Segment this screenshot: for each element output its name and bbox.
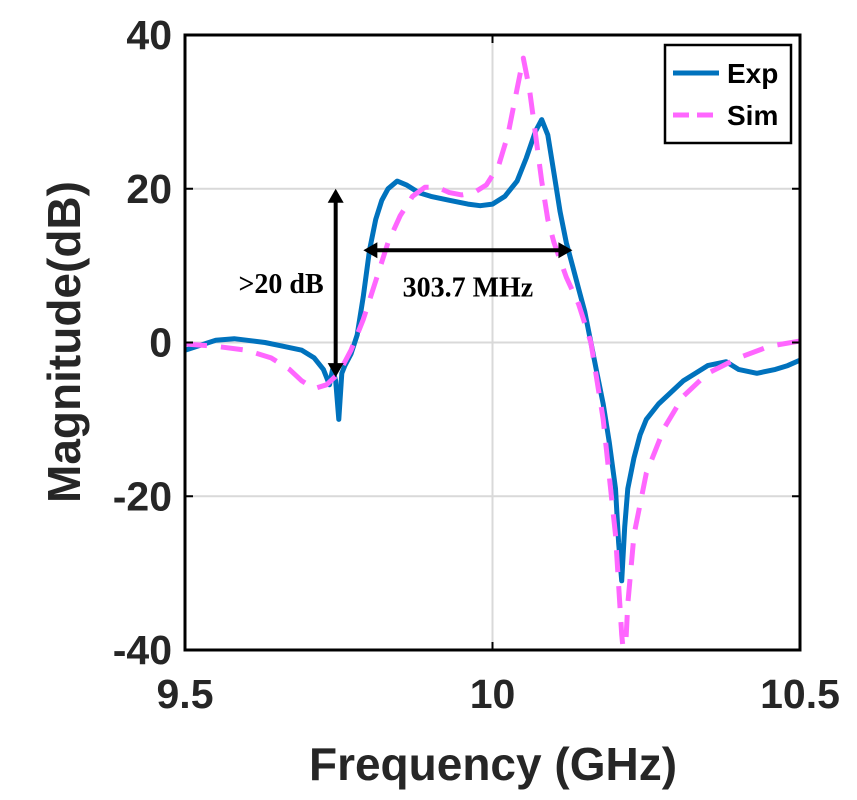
arrow-head	[327, 363, 344, 378]
y-tick-label: 0	[149, 320, 172, 366]
arrow-head	[363, 242, 378, 259]
series-line-sim	[185, 55, 800, 650]
legend-label-sim: Sim	[727, 100, 778, 131]
annotation-label-gain: >20 dB	[238, 269, 323, 300]
y-axis-label: Magnitude(dB)	[38, 181, 90, 503]
x-tick-label: 10.5	[760, 671, 840, 717]
arrow-head	[558, 242, 573, 259]
y-tick-label: 40	[126, 12, 172, 58]
legend-box	[663, 43, 793, 145]
legend: Exp Sim	[663, 43, 793, 145]
legend-label-exp: Exp	[727, 58, 778, 89]
tick-layer: 9.5 10 10.5 -40 -20 0 20 40	[113, 12, 840, 717]
x-tick-label: 10	[470, 671, 516, 717]
series-line-exp	[185, 117, 800, 584]
y-tick-label: -40	[113, 627, 172, 673]
x-axis-label: Frequency (GHz)	[309, 738, 677, 790]
x-tick-label: 9.5	[157, 671, 214, 717]
y-tick-label: 20	[126, 166, 172, 212]
annotation-layer: >20 dB 303.7 MHz	[238, 188, 573, 378]
series-layer	[185, 55, 800, 650]
y-tick-label: -20	[113, 473, 172, 519]
annotation-label-bandwidth: 303.7 MHz	[403, 272, 534, 303]
arrow-head	[327, 188, 344, 203]
